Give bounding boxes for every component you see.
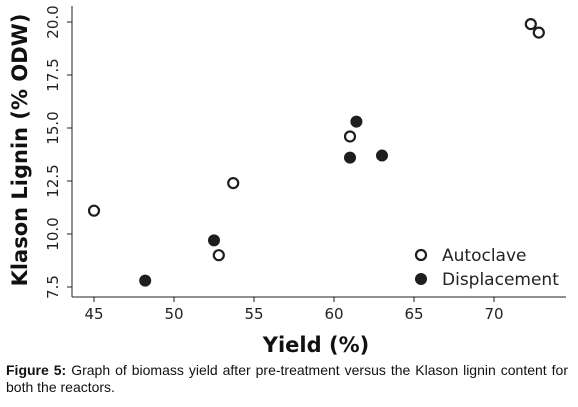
x-tick-label: 70 (484, 305, 503, 323)
y-tick-label: 20.0 (44, 5, 62, 38)
point-displacement (139, 274, 152, 287)
caption-label: Figure 5: (6, 362, 67, 378)
point-displacement (208, 234, 220, 247)
figure-caption: Figure 5: Graph of biomass yield after p… (6, 362, 568, 396)
legend-marker-autoclave (414, 248, 428, 262)
caption-text: Graph of biomass yield after pre-treatme… (6, 362, 569, 395)
point-displacement (350, 115, 363, 128)
legend: Autoclave Displacement (414, 246, 559, 290)
x-tick-label: 50 (164, 305, 183, 323)
axes (71, 6, 566, 298)
point-autoclave (212, 249, 225, 262)
point-autoclave (524, 18, 537, 31)
y-ticks: 7.5 10.0 12.5 15.0 17.5 20.0 (44, 5, 72, 299)
point-autoclave (532, 26, 545, 39)
x-tick-label: 60 (324, 305, 343, 323)
scatter-chart: 45 50 55 60 65 70 7.5 10.0 12.5 15.0 17.5 20.0 Yie… (8, 5, 566, 357)
y-tick-label: 10.0 (44, 217, 62, 250)
data-points (87, 18, 545, 287)
legend-label-autoclave: Autoclave (442, 246, 526, 266)
x-tick-label: 55 (244, 305, 263, 323)
x-tick-label: 45 (84, 305, 103, 323)
y-tick-label: 17.5 (44, 58, 62, 91)
y-tick-label: 15.0 (44, 111, 62, 144)
legend-label-displacement: Displacement (442, 270, 559, 290)
y-tick-label: 12.5 (44, 164, 62, 197)
y-axis-title: Klason Lignin (% ODW) (8, 14, 32, 287)
point-autoclave (87, 204, 101, 217)
y-tick-label: 7.5 (44, 275, 62, 299)
point-autoclave (343, 130, 357, 143)
legend-marker-displacement (415, 273, 427, 285)
point-displacement (376, 149, 388, 162)
x-axis-title: Yield (%) (262, 333, 369, 357)
point-autoclave (227, 177, 240, 190)
x-ticks: 45 50 55 60 65 70 (84, 297, 504, 323)
x-tick-label: 65 (404, 305, 423, 323)
point-displacement (344, 151, 356, 164)
